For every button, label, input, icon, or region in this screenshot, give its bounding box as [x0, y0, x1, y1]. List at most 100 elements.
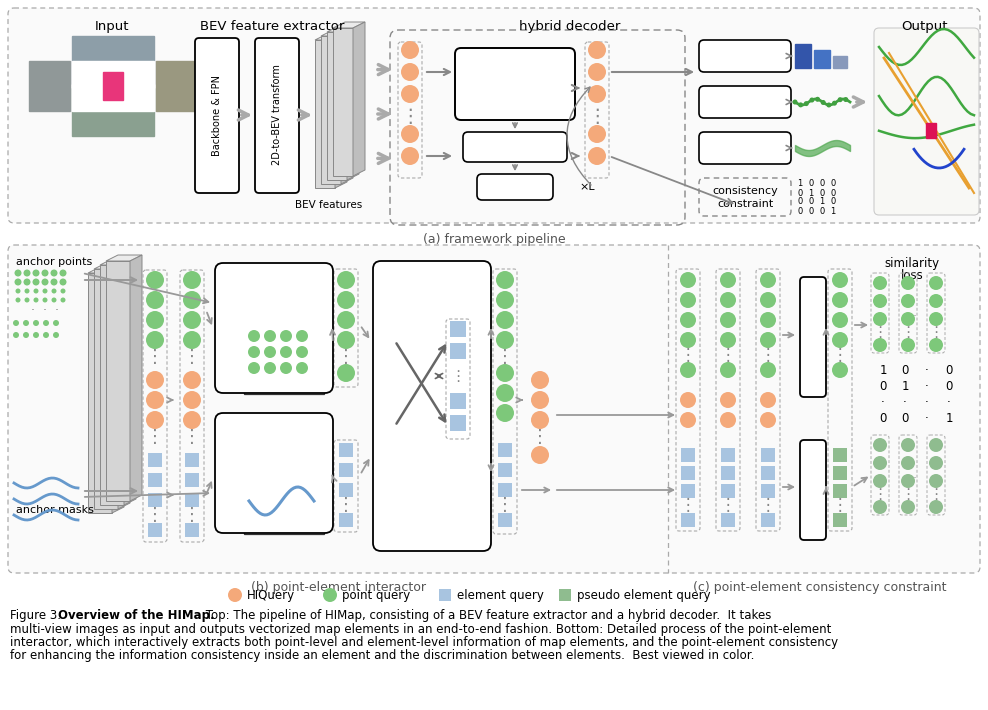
Circle shape [15, 278, 22, 285]
Circle shape [33, 332, 39, 338]
Circle shape [531, 411, 549, 429]
Text: ⋮: ⋮ [146, 348, 164, 366]
Text: 0: 0 [797, 188, 802, 197]
Bar [333, 28, 353, 176]
Text: 1: 1 [797, 180, 802, 188]
Text: 1: 1 [808, 188, 814, 197]
Circle shape [41, 270, 48, 276]
Circle shape [33, 270, 40, 276]
Text: Linears: Linears [808, 320, 818, 355]
Polygon shape [94, 263, 130, 269]
Bar [72, 88, 154, 136]
Text: Backbone & FPN: Backbone & FPN [212, 75, 222, 155]
Circle shape [720, 292, 736, 308]
Circle shape [873, 338, 887, 352]
Circle shape [588, 63, 606, 81]
Circle shape [401, 125, 419, 143]
Circle shape [337, 331, 355, 349]
Circle shape [832, 101, 837, 106]
Text: ⋮: ⋮ [337, 348, 355, 366]
Circle shape [51, 297, 56, 302]
Text: ·: · [925, 364, 929, 378]
Bar [559, 589, 571, 601]
Text: ·: · [947, 396, 950, 410]
Circle shape [280, 330, 292, 342]
Bar [72, 36, 154, 84]
Text: BEV feature extractor: BEV feature extractor [200, 20, 344, 33]
Bar [761, 484, 775, 498]
Bar [100, 265, 124, 505]
Text: ⋮: ⋮ [929, 325, 944, 341]
Circle shape [33, 278, 40, 285]
Bar [88, 273, 112, 513]
Polygon shape [118, 263, 130, 509]
Bar [681, 466, 695, 480]
Circle shape [588, 85, 606, 103]
Text: 0: 0 [808, 197, 814, 207]
Circle shape [41, 278, 48, 285]
Bar [339, 443, 353, 457]
Text: ⋮: ⋮ [872, 488, 887, 503]
Text: ⋮: ⋮ [872, 325, 887, 341]
Circle shape [496, 271, 514, 289]
Circle shape [760, 272, 776, 288]
Bar [72, 61, 154, 111]
Circle shape [13, 332, 19, 338]
Bar [721, 448, 735, 462]
Text: ⋮: ⋮ [900, 325, 916, 341]
Bar [450, 393, 466, 409]
Circle shape [183, 311, 201, 329]
Circle shape [826, 102, 831, 107]
Bar [498, 483, 512, 497]
Circle shape [531, 371, 549, 389]
Bar [339, 483, 353, 497]
Bar [185, 523, 199, 537]
Text: 0: 0 [797, 207, 802, 216]
Circle shape [901, 312, 915, 326]
Text: extractor: extractor [247, 288, 301, 302]
FancyBboxPatch shape [699, 132, 791, 164]
Circle shape [16, 297, 21, 302]
Text: (a) framework pipeline: (a) framework pipeline [423, 233, 565, 246]
Text: 0: 0 [819, 180, 825, 188]
FancyBboxPatch shape [8, 245, 980, 573]
Circle shape [531, 391, 549, 409]
Text: 0: 0 [830, 180, 836, 188]
Text: Input: Input [95, 20, 129, 33]
Text: 0: 0 [946, 381, 952, 393]
Bar [321, 36, 341, 184]
FancyBboxPatch shape [195, 38, 239, 193]
Circle shape [228, 588, 242, 602]
Text: ⋮: ⋮ [496, 496, 514, 514]
Bar [833, 56, 847, 68]
Circle shape [146, 271, 164, 289]
Circle shape [792, 99, 797, 104]
Circle shape [15, 270, 22, 276]
Bar [156, 61, 197, 111]
Circle shape [901, 276, 915, 290]
Text: 2D-to-BEV transform: 2D-to-BEV transform [272, 65, 282, 165]
Polygon shape [100, 259, 136, 265]
Text: pseudo element query: pseudo element query [577, 589, 710, 601]
Bar [339, 513, 353, 527]
Polygon shape [321, 30, 353, 36]
FancyBboxPatch shape [463, 132, 567, 162]
Circle shape [496, 311, 514, 329]
Circle shape [264, 362, 276, 374]
Circle shape [296, 346, 308, 358]
Bar [185, 493, 199, 507]
Text: element query: element query [457, 589, 543, 601]
Bar [814, 50, 830, 68]
Text: (c) point-element consistency constraint: (c) point-element consistency constraint [694, 581, 947, 594]
Bar [230, 455, 310, 520]
Circle shape [146, 291, 164, 309]
Polygon shape [106, 255, 142, 261]
Polygon shape [333, 22, 365, 28]
Text: 0: 0 [808, 207, 814, 216]
Circle shape [146, 311, 164, 329]
Circle shape [23, 332, 29, 338]
Circle shape [929, 474, 943, 488]
Text: multi-view images as input and outputs vectorized map elements in an end-to-end : multi-view images as input and outputs v… [10, 623, 831, 635]
Bar [833, 513, 847, 527]
FancyBboxPatch shape [215, 413, 333, 533]
